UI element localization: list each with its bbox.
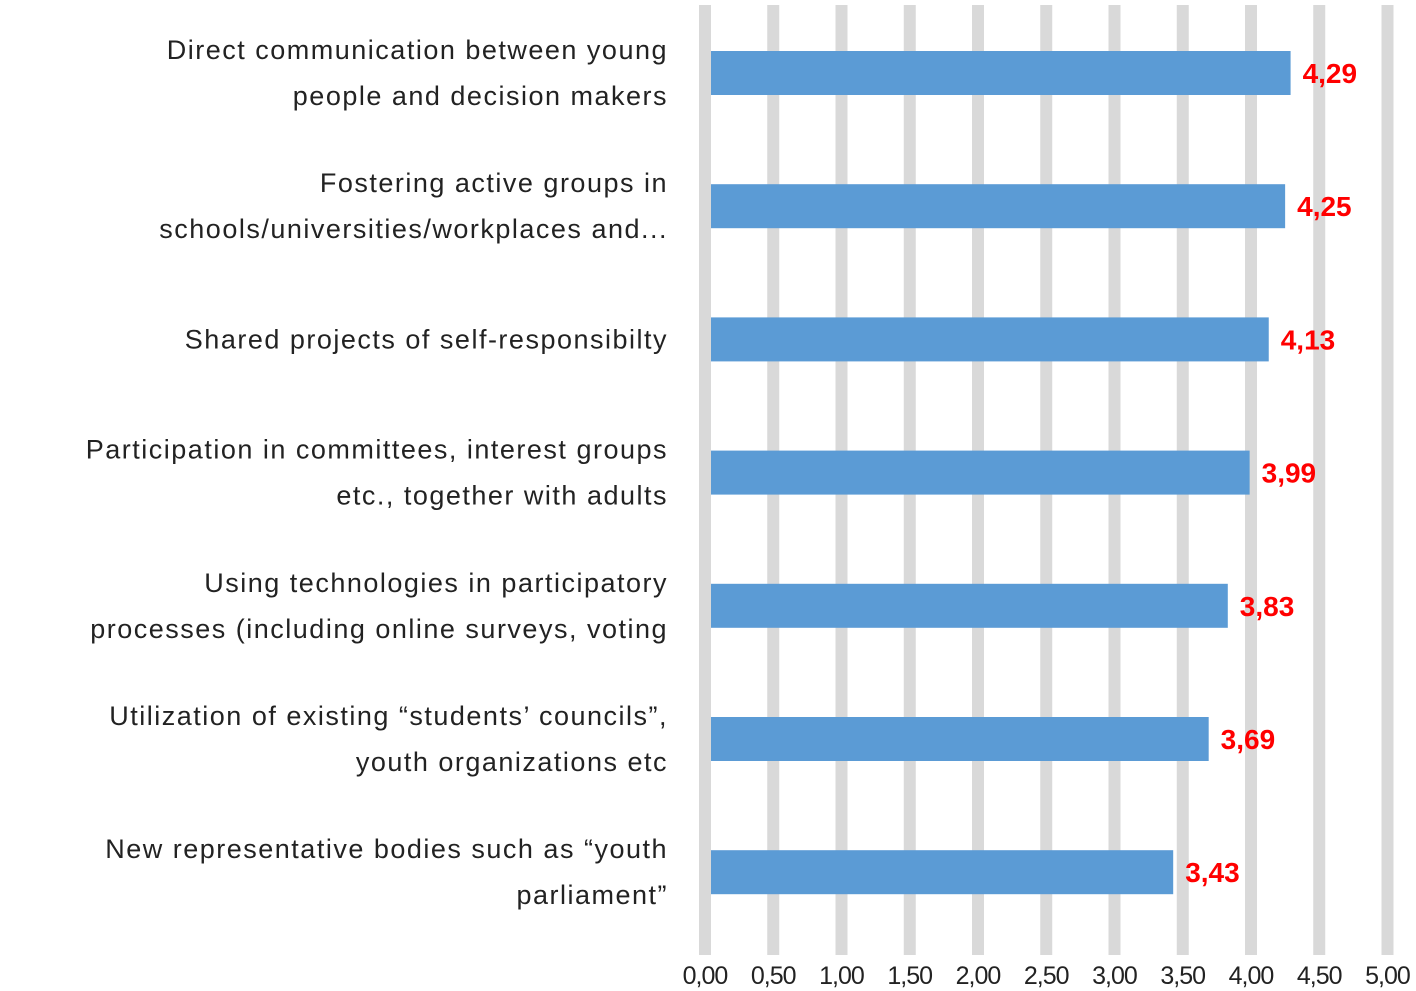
bar bbox=[711, 51, 1291, 95]
x-tick-label: 3,00 bbox=[1092, 962, 1137, 990]
data-labels: 4,29 4,25 4,13 3,99 3,83 3,69 3,43 bbox=[1185, 58, 1357, 888]
data-label: 4,25 bbox=[1297, 191, 1352, 222]
x-tick-label: 0,00 bbox=[683, 962, 728, 990]
bar bbox=[711, 850, 1174, 895]
category-label-line: parliament” bbox=[516, 880, 668, 910]
category-label: Fostering active groups in schools/univer… bbox=[159, 168, 668, 244]
category-label-line: Using technologies in participatory bbox=[204, 568, 668, 598]
x-tick-label: 1,00 bbox=[819, 962, 864, 990]
category-label-line: New representative bodies such as “youth bbox=[105, 834, 668, 864]
gridline bbox=[1381, 5, 1394, 955]
bar bbox=[711, 717, 1209, 761]
x-tick-label: 2,00 bbox=[956, 962, 1001, 990]
x-tick-label: 5,00 bbox=[1365, 962, 1410, 990]
x-tick-label: 3,50 bbox=[1160, 962, 1205, 990]
bars bbox=[711, 51, 1291, 895]
bar bbox=[711, 184, 1286, 229]
gridline bbox=[1245, 5, 1257, 955]
category-label-line: Shared projects of self-responsibilty bbox=[185, 324, 668, 354]
data-label: 3,43 bbox=[1185, 857, 1240, 888]
x-tick-label: 2,50 bbox=[1024, 962, 1069, 990]
category-label-line: Direct communication between young bbox=[167, 35, 668, 65]
category-label-line: Fostering active groups in bbox=[320, 168, 668, 198]
category-label-line: Utilization of existing “students’ counc… bbox=[109, 701, 668, 731]
category-label: Direct communication between young people… bbox=[167, 35, 668, 111]
x-tick-label: 4,50 bbox=[1297, 962, 1342, 990]
category-label: Using technologies in participatory proce… bbox=[90, 568, 668, 644]
x-tick-label: 0,50 bbox=[751, 962, 796, 990]
category-labels: Direct communication between young people… bbox=[86, 35, 668, 910]
category-label: Shared projects of self-responsibilty bbox=[185, 324, 668, 354]
category-label: Participation in committees, interest gr… bbox=[86, 435, 668, 511]
x-axis-tick-labels: 0,00 0,50 1,00 1,50 2,00 2,50 3,00 3,50 4,00 4,50… bbox=[683, 962, 1411, 990]
gridline bbox=[699, 5, 711, 955]
category-label-line: people and decision makers bbox=[293, 81, 668, 111]
data-label: 3,69 bbox=[1221, 724, 1276, 755]
category-label: Utilization of existing “students’ counc… bbox=[109, 701, 668, 777]
bar bbox=[711, 450, 1250, 495]
category-label-line: Participation in committees, interest gr… bbox=[86, 435, 668, 465]
bar bbox=[711, 317, 1269, 362]
category-label: New representative bodies such as “youth… bbox=[105, 834, 668, 910]
category-label-line: youth organizations etc bbox=[356, 747, 668, 777]
category-label-line: etc., together with adults bbox=[336, 481, 668, 511]
data-label: 3,83 bbox=[1240, 591, 1295, 622]
x-tick-label: 4,00 bbox=[1229, 962, 1274, 990]
gridline bbox=[1313, 5, 1326, 955]
data-label: 3,99 bbox=[1262, 458, 1317, 489]
x-tick-label: 1,50 bbox=[887, 962, 932, 990]
category-label-line: processes (including online surveys, vot… bbox=[90, 614, 668, 644]
category-label-line: schools/universities/workplaces and... bbox=[159, 214, 668, 244]
data-label: 4,13 bbox=[1281, 324, 1336, 355]
bar bbox=[711, 583, 1228, 628]
data-label: 4,29 bbox=[1303, 58, 1358, 89]
